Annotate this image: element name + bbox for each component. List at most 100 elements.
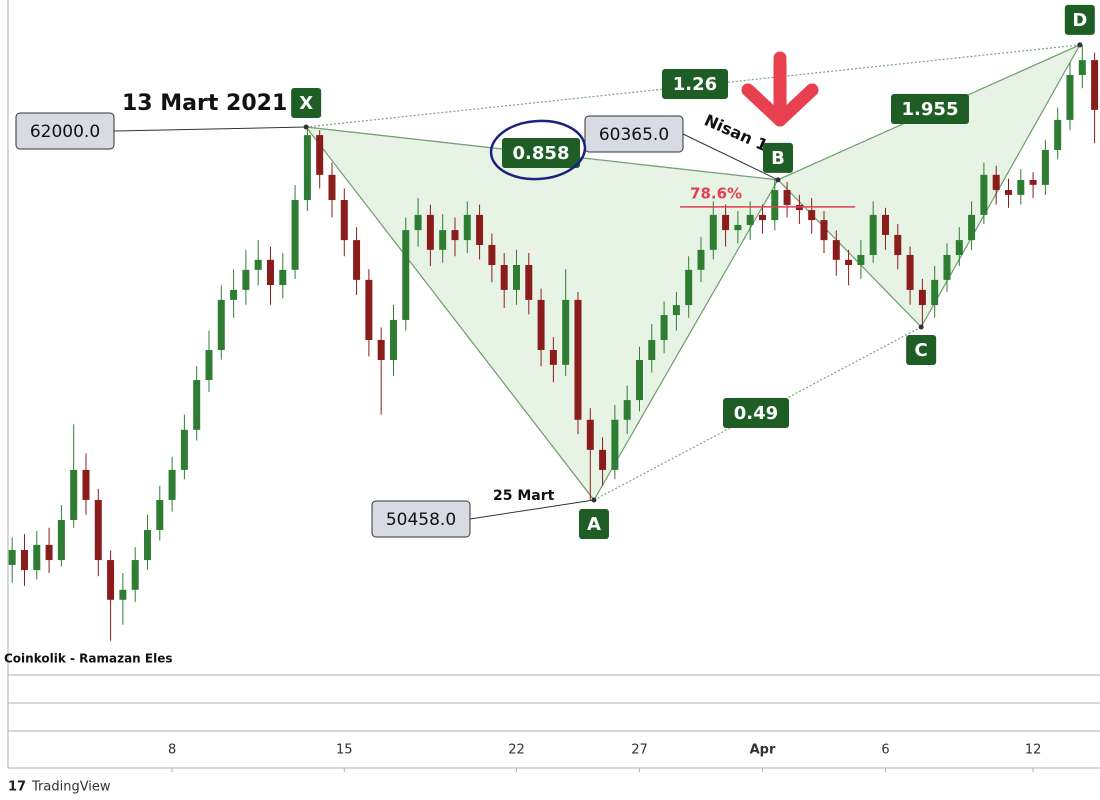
candle-body — [549, 349, 557, 365]
candle-body — [291, 200, 299, 270]
point-label: C — [915, 340, 928, 361]
candle-body — [734, 224, 742, 231]
x-tick-label: 27 — [631, 743, 648, 758]
pattern-point — [918, 324, 924, 330]
point-label: D — [1072, 10, 1087, 31]
point-box — [1064, 4, 1095, 35]
candle-body — [783, 190, 791, 205]
candle-body — [303, 135, 311, 201]
candle-body — [906, 254, 914, 290]
pattern-point — [1077, 42, 1083, 48]
candle-body — [279, 269, 287, 286]
point-label: B — [771, 148, 785, 169]
candle-body — [193, 380, 201, 430]
annotation-date: 25 Mart — [493, 488, 555, 504]
candle-body — [8, 550, 16, 565]
candle-body — [623, 400, 631, 420]
candle-body — [968, 214, 976, 241]
candle-body — [500, 265, 508, 290]
logo-mark: 17 — [8, 780, 26, 795]
price-label: 50458.0 — [386, 510, 456, 530]
candle-body — [611, 419, 619, 470]
candle-body — [1029, 180, 1037, 185]
point-box — [291, 88, 322, 119]
candles — [8, 44, 1099, 641]
point-box — [906, 335, 937, 366]
candle-body — [648, 339, 656, 361]
candle-body — [33, 544, 41, 571]
ratio-label: 1.955 — [902, 99, 959, 120]
candle-body — [832, 240, 840, 260]
candle-body — [808, 210, 816, 221]
candle-body — [94, 499, 102, 561]
annotation-date: 13 Mart 2021 — [122, 91, 287, 116]
candle-body — [340, 200, 348, 241]
candle-body — [476, 214, 484, 245]
candle-body — [119, 589, 127, 600]
brand: TradingView — [31, 780, 111, 795]
candle-body — [1091, 60, 1099, 110]
candle-body — [709, 214, 717, 250]
x-tick-label: 8 — [168, 743, 176, 758]
candle-body — [131, 560, 139, 590]
candle-body — [758, 214, 766, 221]
ratio-box — [662, 69, 728, 99]
down-arrow — [741, 51, 819, 127]
pattern-point — [591, 497, 597, 503]
candle-body — [869, 214, 877, 255]
candle-body — [389, 319, 397, 361]
ratio-label: 0.49 — [734, 403, 778, 424]
candle-body — [230, 289, 238, 300]
candle-body — [451, 230, 459, 241]
candle-body — [1054, 119, 1062, 150]
watermark: Coinkolik - Ramazan Eles — [4, 652, 173, 666]
point-label: A — [587, 514, 601, 535]
candle-body — [980, 174, 988, 215]
candle-body — [931, 279, 939, 306]
price-box — [584, 115, 684, 153]
candle-body — [365, 279, 373, 340]
candle-body — [746, 214, 754, 225]
candle-body — [512, 265, 520, 290]
candle-body — [1004, 190, 1012, 195]
candle-body — [180, 429, 188, 470]
candle-body — [242, 269, 250, 290]
candle-body — [722, 214, 730, 231]
candle-body — [894, 234, 902, 255]
price-connector — [469, 499, 595, 520]
candle-body — [537, 299, 545, 350]
candle-body — [402, 230, 410, 320]
x-tick-label: 22 — [508, 743, 525, 758]
price-label: 60365.0 — [599, 125, 669, 145]
candle-body — [586, 419, 594, 450]
candle-body — [205, 349, 213, 381]
candle-body — [820, 220, 828, 241]
candle-body — [697, 249, 705, 270]
price-label: 62000.0 — [30, 122, 100, 142]
candle-body — [168, 469, 176, 500]
price-box — [371, 500, 471, 538]
x-tick-label: Apr — [750, 743, 776, 758]
candle-body — [1041, 149, 1049, 185]
ratio-box — [502, 138, 580, 168]
candle-body — [771, 190, 779, 221]
candle-body — [328, 174, 336, 201]
candle-body — [881, 214, 889, 235]
candle-body — [426, 214, 434, 250]
candle-body — [1078, 60, 1086, 75]
candle-body — [574, 299, 582, 420]
candle-body — [918, 289, 926, 306]
candle-body — [1017, 180, 1025, 195]
candle-body — [525, 265, 533, 300]
candle-body — [845, 259, 853, 266]
candle-body — [635, 360, 643, 401]
candle-body — [672, 305, 680, 316]
x-tick-label: 6 — [881, 743, 889, 758]
x-tick-label: 12 — [1025, 743, 1042, 758]
point-label: X — [299, 93, 313, 114]
candle-body — [107, 560, 115, 600]
candle-body — [20, 550, 28, 571]
price-connector — [113, 126, 307, 132]
candle-body — [439, 230, 447, 250]
